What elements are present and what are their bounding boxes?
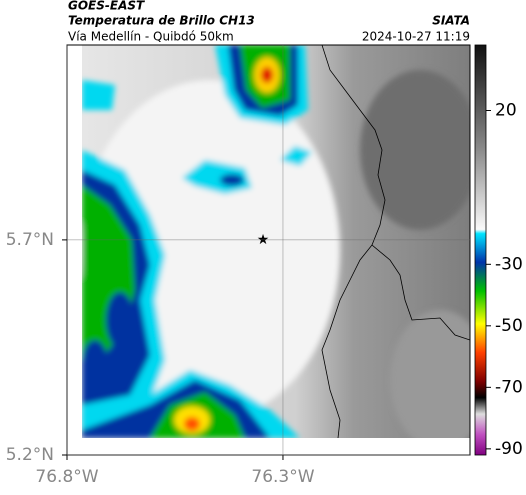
borders bbox=[321, 45, 470, 438]
subtitle: Vía Medellín - Quibdó 50km bbox=[68, 30, 234, 44]
x-tick-label: 76.3°W bbox=[251, 467, 314, 487]
org: SIATA bbox=[432, 14, 470, 28]
y-tick-label: 5.7°N bbox=[6, 230, 54, 250]
colorbar-label: -90 bbox=[495, 439, 523, 459]
title: Temperatura de Brillo CH13 bbox=[68, 14, 255, 28]
y-tick-label: 5.2°N bbox=[6, 445, 54, 465]
colorbar-label: -70 bbox=[495, 377, 523, 397]
x-tick-label: 76.8°W bbox=[35, 467, 98, 487]
colorbar-label: -50 bbox=[495, 316, 523, 336]
imagery: ★ bbox=[82, 45, 470, 438]
source: GOES-EAST bbox=[68, 0, 145, 13]
colorbar-label: -30 bbox=[495, 254, 523, 274]
timestamp: 2024-10-27 11:19 bbox=[362, 30, 470, 44]
colorbar-label: 20 bbox=[495, 101, 517, 121]
colorbar bbox=[474, 44, 487, 456]
